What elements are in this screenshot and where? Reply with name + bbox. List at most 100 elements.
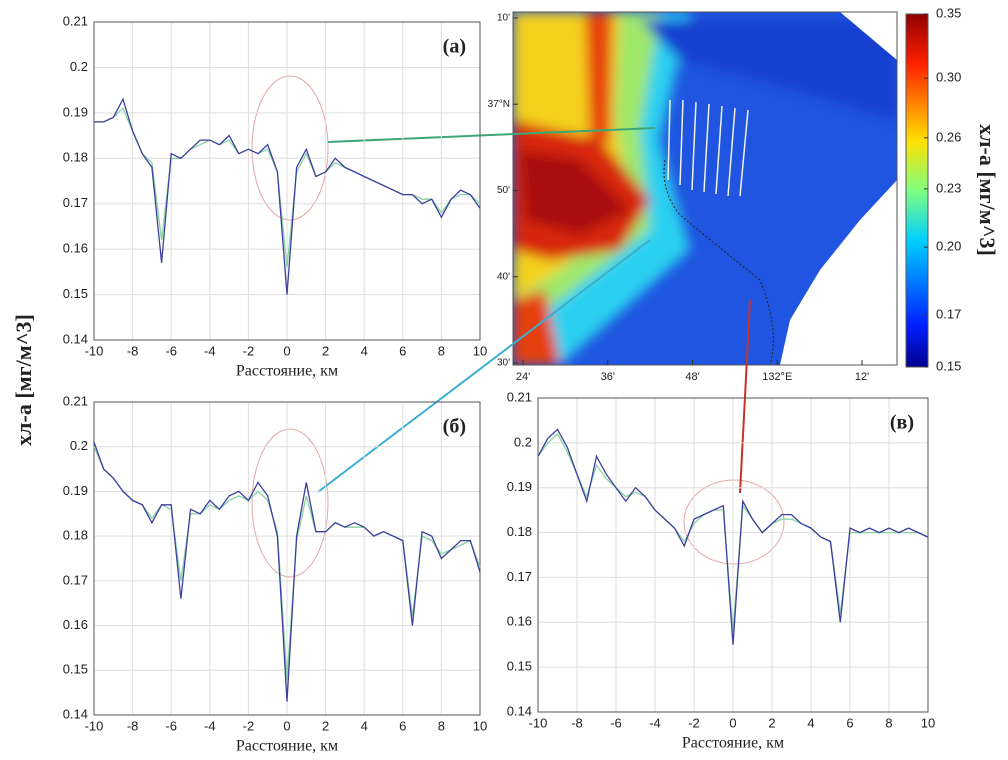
x-tick-label: 2 — [768, 715, 775, 730]
x-tick-label: 6 — [399, 718, 406, 733]
highlight-ellipse — [251, 428, 329, 578]
panel-label: (б) — [443, 416, 466, 438]
data-line — [94, 107, 481, 268]
x-tick-label: -10 — [529, 715, 548, 730]
x-tick-label: -6 — [165, 718, 177, 733]
x-tick-label: -2 — [688, 715, 700, 730]
x-axis-label: Расстояние, км — [236, 363, 338, 380]
colorbar-tick-label: 0.15 — [936, 358, 961, 373]
y-tick-label: 0.16 — [63, 617, 88, 632]
x-tick-label: 10 — [473, 718, 487, 733]
x-tick-label: -2 — [243, 718, 255, 733]
y-tick-label: 0.19 — [507, 479, 532, 494]
y-tick-label: 0.21 — [63, 393, 88, 408]
y-tick-label: 0.19 — [63, 483, 88, 498]
y-axis-label: хл-а [мг/м^3] — [11, 314, 36, 446]
y-tick-label: 0.2 — [70, 59, 88, 74]
lon-label: 132°E — [762, 371, 792, 383]
lon-label: 36' — [601, 371, 615, 383]
highlight-ellipse — [683, 479, 785, 565]
x-tick-label: 4 — [361, 718, 368, 733]
x-tick-label: -6 — [165, 343, 177, 358]
map-image — [513, 12, 897, 365]
x-tick-label: 8 — [438, 718, 445, 733]
lat-label: 30' — [497, 358, 510, 369]
highlight-ellipse — [251, 75, 329, 221]
y-tick-label: 0.14 — [507, 703, 532, 718]
x-tick-label: 2 — [322, 343, 329, 358]
colorbar-tick-label: 0.20 — [936, 239, 961, 254]
lon-label: 48' — [685, 371, 699, 383]
y-tick-label: 0.16 — [507, 614, 532, 629]
x-tick-label: -8 — [571, 715, 583, 730]
lon-label: 24' — [516, 371, 530, 383]
colorbar-tick-label: 0.23 — [936, 180, 961, 195]
lat-label: 50' — [497, 185, 510, 196]
y-tick-label: 0.21 — [63, 13, 88, 28]
x-tick-label: 0 — [283, 343, 290, 358]
x-tick-label: -2 — [243, 343, 255, 358]
connector — [739, 299, 751, 494]
data-line — [93, 441, 481, 702]
x-tick-label: -10 — [85, 343, 104, 358]
y-tick-label: 0.17 — [63, 195, 88, 210]
lat-label: 40' — [497, 271, 510, 282]
transects — [667, 99, 749, 197]
colorbar-tick-label: 0.30 — [936, 70, 961, 85]
x-tick-label: -6 — [610, 715, 622, 730]
panel-label: (а) — [443, 36, 466, 58]
y-tick-label: 0.18 — [63, 528, 88, 543]
x-tick-label: 4 — [807, 715, 814, 730]
x-tick-label: -10 — [85, 718, 104, 733]
x-axis-label: Расстояние, км — [682, 735, 784, 752]
y-tick-label: 0.17 — [507, 569, 532, 584]
connector — [317, 239, 651, 493]
x-tick-label: 10 — [473, 343, 487, 358]
lat-label: 10' — [497, 13, 510, 24]
y-tick-label: 0.18 — [63, 150, 88, 165]
y-tick-label: 0.15 — [63, 286, 88, 301]
y-tick-label: 0.21 — [507, 389, 532, 404]
x-tick-label: -8 — [127, 718, 139, 733]
data-line — [537, 428, 929, 645]
x-tick-label: 4 — [361, 343, 368, 358]
plot-frame — [93, 401, 481, 716]
map-frame — [512, 11, 898, 366]
plot-frame — [93, 21, 481, 341]
x-tick-label: 8 — [885, 715, 892, 730]
y-tick-label: 0.2 — [514, 434, 532, 449]
x-axis-label: Расстояние, км — [236, 738, 338, 755]
y-tick-label: 0.15 — [63, 662, 88, 677]
y-tick-label: 0.15 — [507, 659, 532, 674]
data-line — [94, 97, 481, 295]
y-tick-label: 0.14 — [63, 331, 88, 346]
x-tick-label: -4 — [204, 718, 216, 733]
x-tick-label: 8 — [438, 343, 445, 358]
colorbar-tick-label: 0.35 — [936, 5, 961, 20]
x-tick-label: 0 — [729, 715, 736, 730]
panel-label: (в) — [890, 412, 914, 434]
data-line — [537, 432, 929, 632]
x-tick-label: 0 — [283, 718, 290, 733]
x-tick-label: -4 — [204, 343, 216, 358]
y-tick-label: 0.16 — [63, 241, 88, 256]
colorbar-tick-label: 0.17 — [936, 306, 961, 321]
x-tick-label: 10 — [921, 715, 935, 730]
x-tick-label: -4 — [649, 715, 661, 730]
x-tick-label: 6 — [399, 343, 406, 358]
lat-label: 37°N — [488, 99, 510, 110]
y-tick-label: 0.14 — [63, 706, 88, 721]
colorbar — [905, 13, 929, 368]
colorbar-tick-label: 0.26 — [936, 129, 961, 144]
colorbar-label: хл-а [мг/м^3] — [975, 124, 1000, 256]
y-tick-label: 0.18 — [507, 524, 532, 539]
connector — [327, 127, 656, 143]
y-tick-label: 0.2 — [70, 438, 88, 453]
x-tick-label: 6 — [846, 715, 853, 730]
x-tick-label: -8 — [127, 343, 139, 358]
plot-frame — [537, 397, 929, 713]
x-tick-label: 2 — [322, 718, 329, 733]
lon-label: 12' — [855, 371, 869, 383]
y-tick-label: 0.19 — [63, 104, 88, 119]
